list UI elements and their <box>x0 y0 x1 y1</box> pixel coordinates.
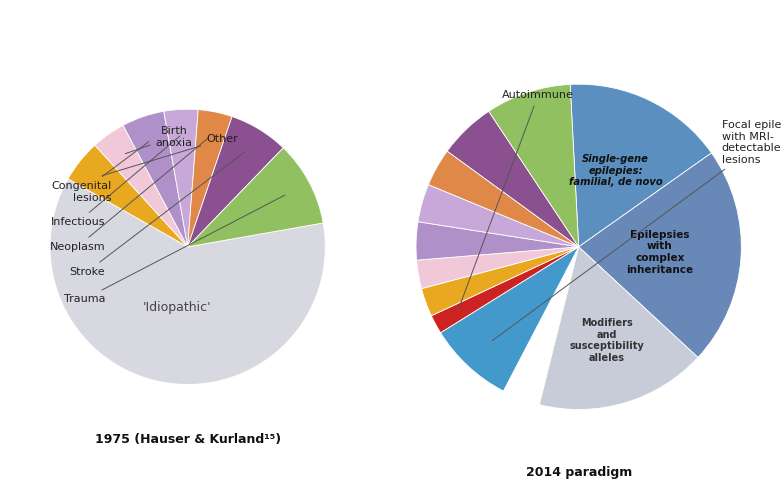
Text: 2014 paradigm: 2014 paradigm <box>526 467 632 480</box>
Wedge shape <box>421 247 579 316</box>
Wedge shape <box>123 111 188 247</box>
Text: Other: Other <box>102 135 238 176</box>
Text: Infectious: Infectious <box>51 136 180 227</box>
Text: Trauma: Trauma <box>63 195 285 304</box>
Text: Single-gene
epilepies:
familial, de novo: Single-gene epilepies: familial, de novo <box>569 154 662 187</box>
Text: Birth
anoxia: Birth anoxia <box>125 126 192 154</box>
Text: 'Idiopathic': 'Idiopathic' <box>143 302 211 315</box>
Text: Neoplasm: Neoplasm <box>49 138 208 252</box>
Wedge shape <box>188 148 323 247</box>
Text: Focal epilepsy
with MRI-
detectable
lesions: Focal epilepsy with MRI- detectable lesi… <box>493 120 782 341</box>
Wedge shape <box>163 109 199 247</box>
Wedge shape <box>417 247 579 288</box>
Text: Stroke: Stroke <box>70 152 244 277</box>
Wedge shape <box>440 247 579 391</box>
Wedge shape <box>188 109 232 247</box>
Wedge shape <box>432 247 579 333</box>
Wedge shape <box>50 179 325 384</box>
Text: Epilepsies
with
complex
inheritance: Epilepsies with complex inheritance <box>626 230 694 274</box>
Wedge shape <box>429 151 579 247</box>
Wedge shape <box>188 117 283 247</box>
Text: 1975 (Hauser & Kurland¹⁵): 1975 (Hauser & Kurland¹⁵) <box>95 433 281 446</box>
Text: Autoimmune: Autoimmune <box>458 91 574 310</box>
Text: Modifiers
and
susceptibility
alleles: Modifiers and susceptibility alleles <box>569 318 644 363</box>
Wedge shape <box>504 247 579 405</box>
Wedge shape <box>570 84 712 247</box>
Wedge shape <box>579 153 741 358</box>
Wedge shape <box>95 125 188 247</box>
Wedge shape <box>447 111 579 247</box>
Wedge shape <box>418 185 579 247</box>
Wedge shape <box>68 145 188 247</box>
Wedge shape <box>489 84 579 247</box>
Wedge shape <box>416 222 579 260</box>
Wedge shape <box>540 247 698 409</box>
Text: Congenital
lesions: Congenital lesions <box>52 142 149 203</box>
